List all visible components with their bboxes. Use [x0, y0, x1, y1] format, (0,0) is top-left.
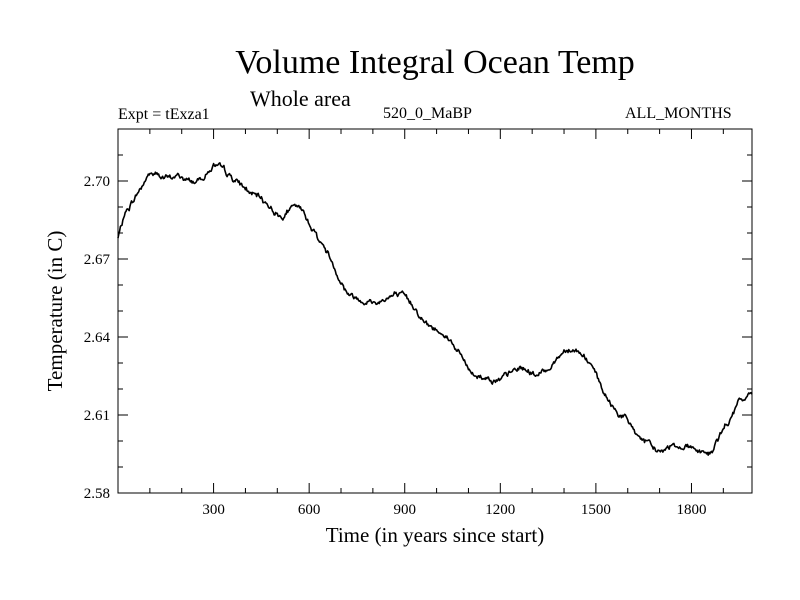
- plot-frame: [117, 128, 753, 494]
- chart-title: Volume Integral Ocean Temp: [235, 44, 635, 81]
- x-tick-label: 1500: [581, 502, 611, 518]
- x-tick-label: 1200: [485, 502, 515, 518]
- x-axis-title: Time (in years since start): [326, 523, 545, 547]
- x-tick-label: 900: [393, 502, 416, 518]
- y-axis-title: Temperature (in C): [43, 231, 67, 392]
- chart-subtitle: Whole area: [250, 86, 351, 111]
- experiment-label: Expt = tExza1: [118, 106, 210, 123]
- y-tick-label: 2.64: [84, 330, 111, 346]
- x-tick-label: 600: [298, 502, 321, 518]
- axis-ticks: [118, 129, 752, 494]
- x-tick-label: 1800: [676, 502, 706, 518]
- y-tick-label: 2.58: [84, 486, 110, 502]
- series-line: [117, 162, 753, 456]
- x-tick-label: 300: [202, 502, 225, 518]
- months-label: ALL_MONTHS: [625, 105, 732, 122]
- y-tick-label: 2.61: [84, 408, 110, 424]
- y-tick-label: 2.67: [84, 252, 111, 268]
- period-label: 520_0_MaBP: [383, 105, 472, 122]
- y-tick-label: 2.70: [84, 174, 110, 190]
- axis-tick-labels: 300 600 900 1200 1500 1800 2.58 2.61 2.64 2.67 2.7…: [84, 174, 707, 518]
